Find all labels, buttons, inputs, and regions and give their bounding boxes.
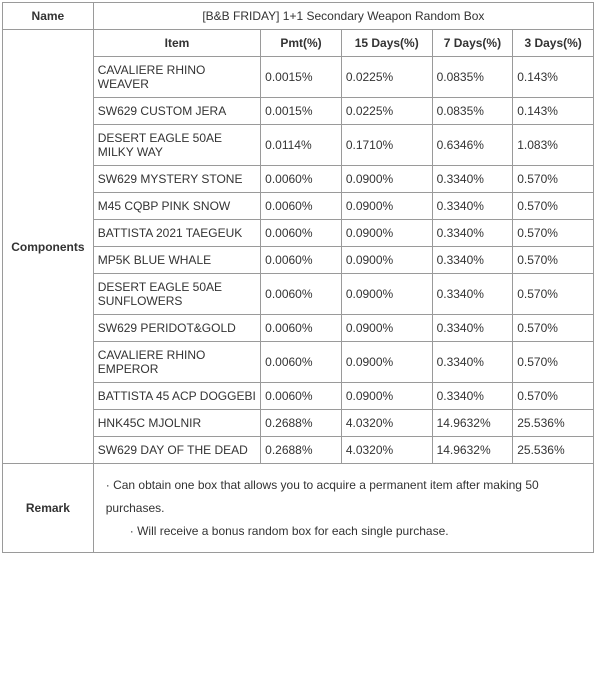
remark-line2: · Will receive a bonus random box for ea… <box>106 520 581 543</box>
item-3days: 25.536% <box>513 410 594 437</box>
item-15days: 0.0900% <box>341 342 432 383</box>
item-name: HNK45C MJOLNIR <box>93 410 260 437</box>
item-pmt: 0.0060% <box>261 166 342 193</box>
item-pmt: 0.0060% <box>261 274 342 315</box>
label-name: Name <box>3 3 94 30</box>
item-name: BATTISTA 45 ACP DOGGEBI <box>93 383 260 410</box>
col-header-0: Item <box>93 30 260 57</box>
item-pmt: 0.0114% <box>261 125 342 166</box>
item-pmt: 0.0015% <box>261 57 342 98</box>
item-3days: 0.570% <box>513 274 594 315</box>
box-title: [B&B FRIDAY] 1+1 Secondary Weapon Random… <box>93 3 593 30</box>
item-3days: 0.570% <box>513 315 594 342</box>
item-name: SW629 CUSTOM JERA <box>93 98 260 125</box>
item-15days: 4.0320% <box>341 410 432 437</box>
item-7days: 0.3340% <box>432 383 513 410</box>
item-3days: 0.570% <box>513 193 594 220</box>
item-3days: 0.143% <box>513 57 594 98</box>
label-components: Components <box>3 30 94 464</box>
item-15days: 0.0900% <box>341 315 432 342</box>
remark-line1: · Can obtain one box that allows you to … <box>106 478 539 515</box>
item-pmt: 0.0060% <box>261 342 342 383</box>
item-15days: 4.0320% <box>341 437 432 464</box>
item-15days: 0.0900% <box>341 383 432 410</box>
item-pmt: 0.0060% <box>261 315 342 342</box>
item-3days: 25.536% <box>513 437 594 464</box>
item-name: CAVALIERE RHINO WEAVER <box>93 57 260 98</box>
item-15days: 0.0900% <box>341 193 432 220</box>
item-7days: 0.6346% <box>432 125 513 166</box>
item-7days: 0.3340% <box>432 274 513 315</box>
item-7days: 0.0835% <box>432 98 513 125</box>
item-3days: 0.570% <box>513 383 594 410</box>
item-3days: 0.570% <box>513 342 594 383</box>
item-name: SW629 PERIDOT&GOLD <box>93 315 260 342</box>
item-7days: 0.3340% <box>432 247 513 274</box>
col-header-3: 7 Days(%) <box>432 30 513 57</box>
item-15days: 0.0225% <box>341 57 432 98</box>
item-name: BATTISTA 2021 TAEGEUK <box>93 220 260 247</box>
item-name: DESERT EAGLE 50AE SUNFLOWERS <box>93 274 260 315</box>
item-3days: 0.570% <box>513 247 594 274</box>
item-7days: 0.3340% <box>432 315 513 342</box>
item-7days: 14.9632% <box>432 410 513 437</box>
item-7days: 0.3340% <box>432 166 513 193</box>
item-15days: 0.0900% <box>341 247 432 274</box>
item-15days: 0.0225% <box>341 98 432 125</box>
item-15days: 0.0900% <box>341 220 432 247</box>
item-name: DESERT EAGLE 50AE MILKY WAY <box>93 125 260 166</box>
item-7days: 0.0835% <box>432 57 513 98</box>
item-pmt: 0.0060% <box>261 193 342 220</box>
col-header-2: 15 Days(%) <box>341 30 432 57</box>
item-15days: 0.1710% <box>341 125 432 166</box>
item-7days: 0.3340% <box>432 342 513 383</box>
item-name: SW629 DAY OF THE DEAD <box>93 437 260 464</box>
col-header-4: 3 Days(%) <box>513 30 594 57</box>
item-name: M45 CQBP PINK SNOW <box>93 193 260 220</box>
item-pmt: 0.0060% <box>261 247 342 274</box>
col-header-1: Pmt(%) <box>261 30 342 57</box>
item-pmt: 0.2688% <box>261 437 342 464</box>
item-3days: 0.570% <box>513 220 594 247</box>
item-7days: 0.3340% <box>432 193 513 220</box>
item-pmt: 0.0015% <box>261 98 342 125</box>
item-15days: 0.0900% <box>341 274 432 315</box>
item-3days: 0.570% <box>513 166 594 193</box>
item-15days: 0.0900% <box>341 166 432 193</box>
item-name: MP5K BLUE WHALE <box>93 247 260 274</box>
item-3days: 0.143% <box>513 98 594 125</box>
item-pmt: 0.0060% <box>261 383 342 410</box>
item-7days: 14.9632% <box>432 437 513 464</box>
item-3days: 1.083% <box>513 125 594 166</box>
item-7days: 0.3340% <box>432 220 513 247</box>
item-pmt: 0.2688% <box>261 410 342 437</box>
label-remark: Remark <box>3 464 94 553</box>
item-pmt: 0.0060% <box>261 220 342 247</box>
probability-table: Name[B&B FRIDAY] 1+1 Secondary Weapon Ra… <box>2 2 594 553</box>
item-name: CAVALIERE RHINO EMPEROR <box>93 342 260 383</box>
item-name: SW629 MYSTERY STONE <box>93 166 260 193</box>
remark-cell: · Can obtain one box that allows you to … <box>93 464 593 553</box>
